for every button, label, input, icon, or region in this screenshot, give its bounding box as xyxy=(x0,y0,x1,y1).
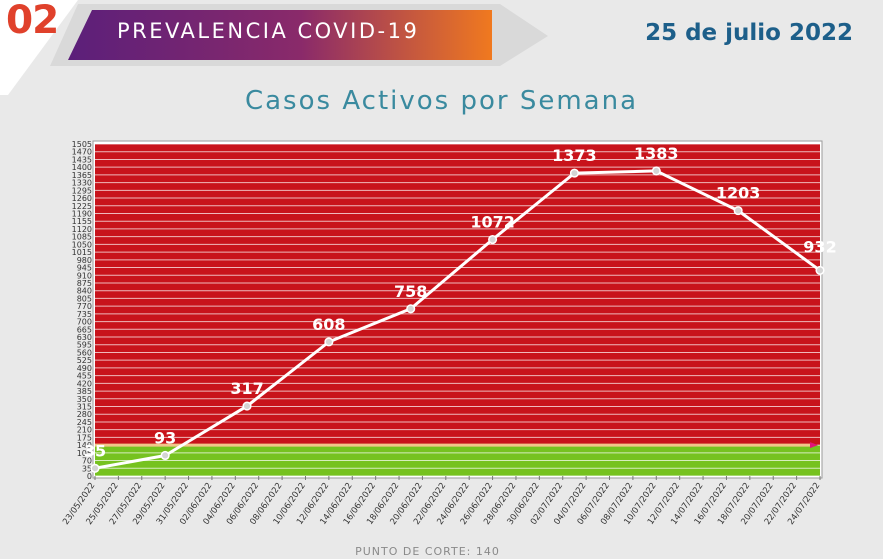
y-tick-label: 805 xyxy=(77,294,92,303)
y-tick-label: 1365 xyxy=(72,171,92,180)
y-tick-label: 1190 xyxy=(72,209,92,218)
y-tick-label: 665 xyxy=(77,325,92,334)
data-point xyxy=(406,304,416,314)
y-tick-label: 280 xyxy=(77,410,92,419)
y-tick-label: 1225 xyxy=(72,202,92,211)
y-tick-label: 700 xyxy=(77,318,92,327)
data-point xyxy=(651,166,661,176)
data-label: 932 xyxy=(803,237,836,256)
y-tick-label: 105 xyxy=(77,449,92,458)
data-point xyxy=(733,206,743,216)
data-label: 1072 xyxy=(470,213,515,232)
y-tick-label: 385 xyxy=(77,387,92,396)
data-label: 608 xyxy=(312,315,345,334)
y-tick-label: 35 xyxy=(82,464,92,473)
section-number: 02 xyxy=(6,0,59,43)
y-tick-label: 70 xyxy=(82,457,92,466)
y-tick-label: 140 xyxy=(77,441,92,450)
y-tick-label: 1155 xyxy=(72,217,92,226)
header-date: 25 de julio 2022 xyxy=(645,20,853,46)
y-tick-label: 1505 xyxy=(72,140,92,149)
y-tick-label: 735 xyxy=(77,310,92,319)
data-point xyxy=(90,463,100,473)
y-tick-label: 490 xyxy=(77,364,92,373)
y-tick-label: 0 xyxy=(87,472,92,481)
y-tick-label: 245 xyxy=(77,418,92,427)
data-label: 758 xyxy=(394,282,427,301)
y-tick-label: 210 xyxy=(77,426,92,435)
data-label: 317 xyxy=(230,379,263,398)
y-tick-label: 1050 xyxy=(72,240,92,249)
cutoff-caption: PUNTO DE CORTE: 140 xyxy=(355,545,500,558)
data-label: 1383 xyxy=(634,144,679,163)
y-tick-label: 455 xyxy=(77,372,92,381)
red-zone xyxy=(95,144,820,446)
y-tick-label: 770 xyxy=(77,302,92,311)
y-tick-label: 1260 xyxy=(72,194,92,203)
y-tick-label: 1400 xyxy=(72,163,92,172)
y-tick-label: 1015 xyxy=(72,248,92,257)
chart-title: Casos Activos por Semana xyxy=(244,86,639,116)
y-tick-label: 630 xyxy=(77,333,92,342)
cutoff-marker xyxy=(810,442,818,449)
y-tick-label: 980 xyxy=(77,256,92,265)
data-label: 35 xyxy=(84,441,106,460)
header-banner xyxy=(0,0,548,95)
banner-white-corner xyxy=(0,0,78,95)
data-point xyxy=(569,168,579,178)
y-tick-label: 1435 xyxy=(72,155,92,164)
y-tick-label: 1085 xyxy=(72,233,92,242)
y-tick-label: 595 xyxy=(77,341,92,350)
y-tick-label: 1120 xyxy=(72,225,92,234)
y-tick-label: 420 xyxy=(77,379,92,388)
y-tick-label: 1470 xyxy=(72,148,92,157)
data-label: 1203 xyxy=(716,184,761,203)
y-tick-label: 350 xyxy=(77,395,92,404)
y-tick-label: 840 xyxy=(77,287,92,296)
y-tick-label: 315 xyxy=(77,403,92,412)
series-line xyxy=(94,169,821,470)
header-title: PREVALENCIA COVID-19 xyxy=(117,19,420,43)
y-tick-label: 525 xyxy=(77,356,92,365)
data-point xyxy=(242,401,252,411)
y-tick-label: 1330 xyxy=(72,179,92,188)
y-tick-label: 560 xyxy=(77,348,92,357)
data-point xyxy=(488,234,498,245)
data-label: 1373 xyxy=(552,146,597,165)
data-label: 93 xyxy=(154,428,176,447)
data-point xyxy=(324,337,334,347)
y-tick-label: 945 xyxy=(77,264,92,273)
y-tick-label: 175 xyxy=(77,433,92,442)
y-tick-label: 910 xyxy=(77,271,92,280)
data-point xyxy=(160,450,170,461)
y-tick-label: 875 xyxy=(77,279,92,288)
banner-gradient xyxy=(68,10,492,60)
y-tick-label: 1295 xyxy=(72,186,92,195)
data-point xyxy=(815,265,825,275)
